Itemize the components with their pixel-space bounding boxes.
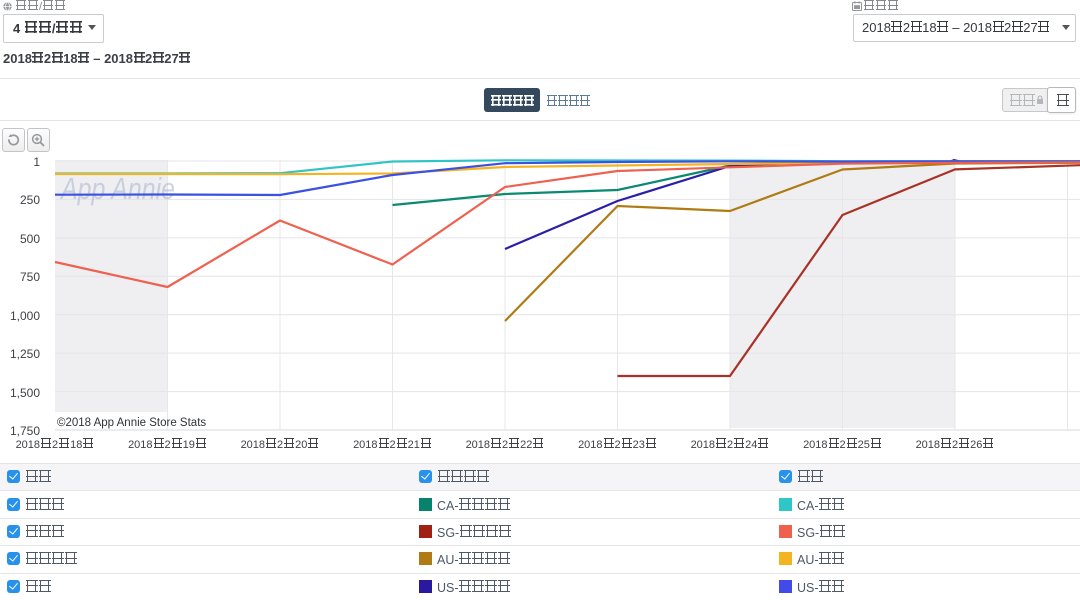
svg-text:App Annie: App Annie: [59, 171, 175, 206]
